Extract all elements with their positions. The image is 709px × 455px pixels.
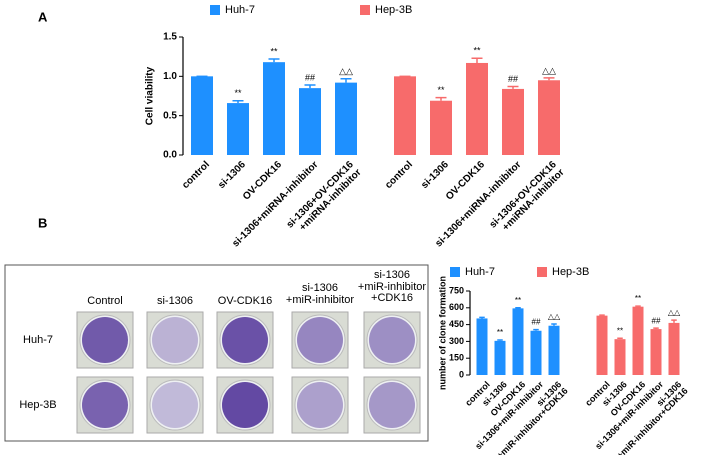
error-bar [232, 99, 244, 104]
error-bar [507, 85, 519, 89]
plate-rim [294, 379, 346, 431]
significance-mark: ## [508, 74, 518, 84]
significance-mark: ** [497, 328, 503, 337]
column-label: si-1306 +miR-inhibitor [285, 282, 355, 306]
significance-mark: ** [473, 46, 481, 56]
bar [538, 80, 560, 155]
significance-mark: ## [532, 318, 541, 327]
plate-rim [149, 379, 201, 431]
error-bar [435, 96, 447, 101]
y-axis-label: number of clone formation [437, 276, 447, 390]
legend-swatch [360, 5, 370, 15]
y-tick-label: 600 [449, 302, 464, 312]
bar [466, 62, 488, 155]
y-tick-label: 300 [449, 336, 464, 346]
bar [476, 318, 488, 375]
colonies [369, 317, 415, 363]
y-tick-label: 150 [449, 353, 464, 363]
row-label: Huh-7 [23, 334, 53, 346]
legend-label: Huh-7 [465, 266, 495, 278]
error-bar [671, 319, 677, 323]
error-bar [653, 327, 659, 330]
error-bar [515, 307, 521, 309]
error-bar [617, 337, 623, 340]
legend-label: Hep-3B [552, 266, 589, 278]
row-label: Hep-3B [19, 399, 56, 411]
column-label: OV-CDK16 [217, 295, 273, 307]
column-label: Control [87, 295, 123, 307]
plate-rim [149, 314, 201, 366]
y-tick-label: 0.0 [163, 150, 177, 161]
error-bar [340, 77, 352, 83]
bar [632, 306, 644, 375]
significance-mark: ** [437, 85, 445, 95]
significance-mark: ** [617, 326, 623, 335]
significance-mark: ** [270, 46, 278, 56]
legend-label: Huh-7 [225, 4, 255, 16]
error-bar [497, 339, 503, 341]
bar [299, 88, 321, 155]
significance-mark: ## [305, 72, 315, 82]
error-bar [599, 314, 605, 316]
colonies [82, 382, 128, 428]
y-tick-label: 0.5 [163, 110, 177, 121]
error-bar [635, 305, 641, 307]
significance-mark: △△ [668, 308, 681, 317]
y-tick-label: 750 [449, 285, 464, 295]
bar [548, 325, 560, 375]
bar [502, 88, 524, 155]
colonies [222, 317, 268, 363]
legend-swatch [537, 267, 547, 277]
significance-mark: △△ [548, 312, 561, 321]
bar [430, 100, 452, 155]
bar [530, 330, 542, 375]
bar [614, 339, 626, 375]
bar [335, 82, 357, 155]
bar [512, 308, 524, 375]
colonies [222, 382, 268, 428]
bar [263, 62, 285, 155]
colonies [297, 317, 343, 363]
y-axis-label: Cell viability [145, 66, 156, 125]
error-bar [471, 57, 483, 63]
significance-mark: ## [652, 316, 661, 325]
error-bar [304, 84, 316, 89]
y-tick-label: 0 [459, 369, 464, 379]
legend-swatch [450, 267, 460, 277]
column-label: si-1306 [156, 295, 194, 307]
colonies [297, 382, 343, 428]
error-bar [268, 58, 280, 63]
legend-label: Hep-3B [375, 4, 412, 16]
error-bar [543, 77, 555, 81]
significance-mark: ** [234, 88, 242, 98]
panel-label: A [38, 9, 48, 24]
bar [668, 322, 680, 375]
error-bar [533, 328, 539, 331]
y-tick-label: 1.5 [163, 32, 177, 43]
significance-mark: ** [515, 296, 521, 305]
bar [494, 340, 506, 375]
colonies [152, 317, 198, 363]
y-tick-label: 1.0 [163, 71, 177, 82]
panel-label: B [38, 215, 47, 230]
bar [227, 103, 249, 155]
bar [394, 76, 416, 155]
column-label: si-1306 +miR-inhibitor +CDK16 [357, 269, 427, 305]
bar [650, 329, 662, 375]
photo-frame [4, 264, 429, 442]
y-tick-label: 450 [449, 319, 464, 329]
bar [596, 315, 608, 375]
colonies [82, 317, 128, 363]
colonies [152, 382, 198, 428]
colonies [369, 382, 415, 428]
significance-mark: △△ [339, 66, 353, 76]
error-bar [551, 323, 557, 326]
bar [191, 76, 213, 155]
significance-mark: △△ [542, 65, 556, 75]
error-bar [479, 316, 485, 319]
significance-mark: ** [635, 294, 641, 303]
legend-swatch [210, 5, 220, 15]
